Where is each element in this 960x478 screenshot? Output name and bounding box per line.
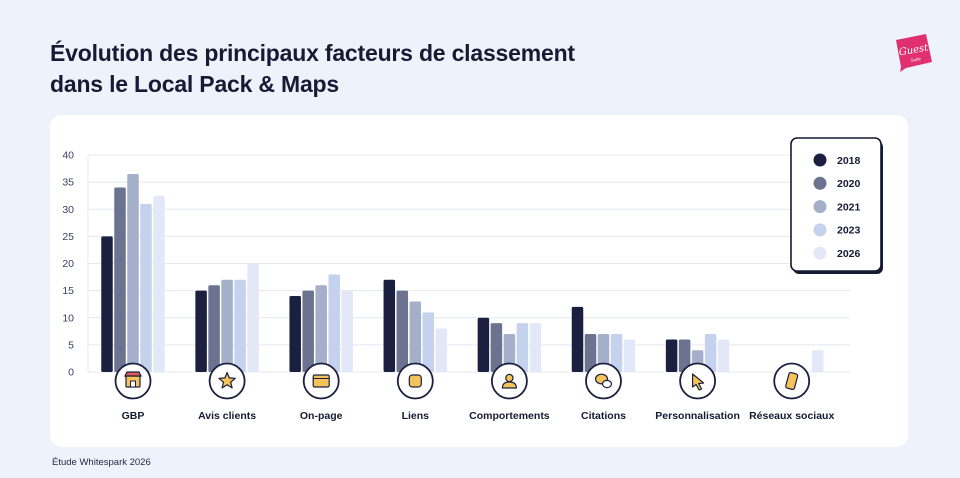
user-head: [505, 373, 514, 383]
cursor-click-icon: [679, 362, 716, 400]
bar: [516, 323, 529, 372]
storefront-icon: [114, 362, 152, 400]
chart-card: 0 5 10 15 20 25 30 35 40 GBP Avis clients On-page Li…: [50, 115, 908, 447]
x-tick-label: Comportements: [469, 410, 550, 422]
link-shape: [408, 374, 422, 388]
bar: [315, 285, 327, 372]
webpage-icon: [302, 362, 340, 400]
bar: [704, 334, 717, 372]
star-icon: [208, 362, 246, 400]
bar: [247, 263, 259, 372]
bar: [127, 173, 139, 372]
brand-logo: Guest Suite: [896, 34, 932, 72]
smartphone-icon: [773, 362, 811, 400]
legend-label: 2018: [837, 155, 861, 167]
x-tick-label: Personnalisation: [655, 410, 740, 422]
legend-label: 2026: [837, 248, 861, 260]
legend-label: 2020: [837, 178, 861, 190]
bar: [571, 306, 584, 372]
legend-swatch: [813, 153, 827, 167]
page-frame: [312, 374, 330, 388]
bar: [140, 203, 152, 372]
bar: [584, 334, 597, 372]
x-tick-label: GBP: [122, 410, 145, 422]
bar: [665, 339, 678, 372]
page-title-line-1: Évolution des principaux facteurs de cla…: [50, 40, 575, 66]
bar: [221, 279, 233, 372]
bar: [195, 290, 207, 372]
bar: [503, 334, 516, 372]
link-icon: [396, 362, 434, 400]
bar: [328, 274, 340, 372]
y-tick-label: 0: [68, 367, 74, 379]
bar: [477, 317, 490, 372]
x-tick-label: Avis clients: [198, 410, 256, 422]
bar: [717, 339, 730, 372]
store-awning: [124, 371, 142, 377]
star-shape: [218, 371, 236, 389]
bar: [422, 312, 435, 372]
bar: [678, 339, 691, 372]
bar-chart: 0 5 10 15 20 25 30 35 40 GBP Avis clients On-page Li…: [62, 137, 883, 422]
bar: [153, 195, 165, 372]
legend-label: 2021: [837, 201, 861, 213]
page-title: Évolution des principaux facteurs de cla…: [50, 38, 575, 100]
y-tick-label: 20: [62, 258, 74, 270]
y-tick-label: 30: [62, 204, 74, 216]
x-tick-label: Réseaux sociaux: [749, 410, 834, 422]
bar: [490, 323, 503, 372]
bubble-back: [601, 379, 613, 389]
bar: [409, 301, 422, 372]
x-tick-label: Citations: [581, 410, 626, 422]
legend: 2018 2020 2021 2023 2026: [790, 137, 883, 274]
bar: [114, 187, 126, 372]
phone-body: [785, 371, 799, 391]
bar: [234, 279, 246, 372]
x-tick-label: Liens: [402, 410, 430, 422]
y-tick-label: 25: [62, 231, 74, 243]
bar: [597, 334, 610, 372]
chat-bubbles-icon: [585, 362, 622, 400]
bar: [811, 350, 824, 372]
x-tick-label: On-page: [300, 410, 343, 422]
bar: [623, 339, 636, 372]
y-tick-label: 35: [62, 177, 74, 189]
user-icon: [490, 362, 528, 400]
bar: [101, 236, 113, 372]
cursor-arrow: [692, 373, 705, 391]
bar: [289, 296, 301, 372]
y-tick-label: 10: [62, 312, 74, 324]
y-tick-label: 5: [68, 339, 74, 351]
user-body: [501, 381, 518, 389]
bar: [302, 290, 314, 372]
bar: [383, 279, 396, 372]
y-tick-label: 15: [62, 285, 74, 297]
bar: [396, 290, 409, 372]
legend-swatch: [813, 223, 827, 237]
logo-text: Guest: [898, 42, 930, 58]
bar: [435, 328, 448, 372]
bar: [208, 285, 220, 372]
source-note: Étude Whitespark 2026: [52, 457, 151, 468]
legend-label: 2023: [837, 225, 861, 237]
bar: [610, 334, 623, 372]
y-tick-label: 40: [62, 150, 74, 162]
page-title-line-2: dans le Local Pack & Maps: [50, 71, 340, 97]
legend-swatch: [813, 200, 827, 214]
bar: [529, 323, 542, 372]
legend-box: [790, 137, 882, 272]
store-door: [130, 380, 136, 388]
logo-subtext: Suite: [910, 56, 921, 63]
logo-badge-shape: [896, 34, 932, 72]
legend-swatch: [813, 176, 827, 190]
bar: [341, 290, 353, 372]
legend-swatch: [813, 246, 827, 260]
